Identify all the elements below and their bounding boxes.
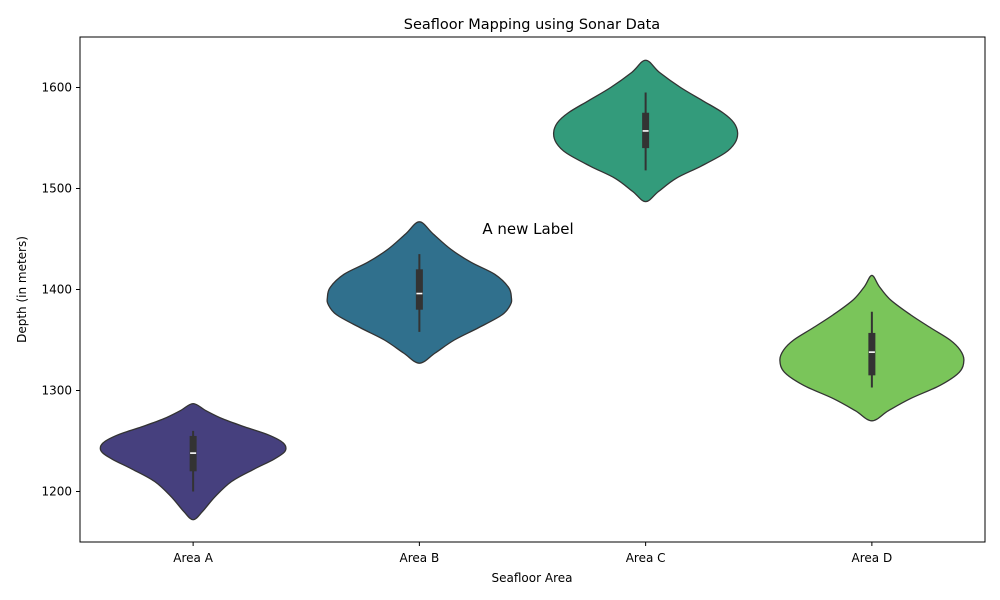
- iqr-box-area-d: [868, 332, 876, 376]
- y-tick-label: 1500: [41, 182, 72, 196]
- x-tick-label: Area A: [173, 551, 213, 565]
- y-tick-label: 1400: [41, 283, 72, 297]
- y-axis: 1200 1300 1400 1500 1600: [41, 81, 80, 499]
- boxes-layer: [189, 92, 876, 492]
- y-axis-label: Depth (in meters): [15, 236, 29, 343]
- x-axis-label: Seafloor Area: [492, 571, 573, 585]
- y-tick-label: 1600: [41, 81, 72, 95]
- annotations-layer: A new Label: [482, 220, 573, 238]
- annotation-label: A new Label: [482, 220, 573, 238]
- violins-layer: [99, 59, 965, 521]
- x-tick-label: Area B: [400, 551, 440, 565]
- y-tick-label: 1200: [41, 485, 72, 499]
- x-axis: Area A Area B Area C Area D: [173, 542, 892, 565]
- iqr-box-area-b: [415, 269, 423, 310]
- x-tick-label: Area D: [852, 551, 893, 565]
- x-tick-label: Area C: [626, 551, 666, 565]
- chart-title: Seafloor Mapping using Sonar Data: [404, 17, 660, 33]
- y-tick-label: 1300: [41, 384, 72, 398]
